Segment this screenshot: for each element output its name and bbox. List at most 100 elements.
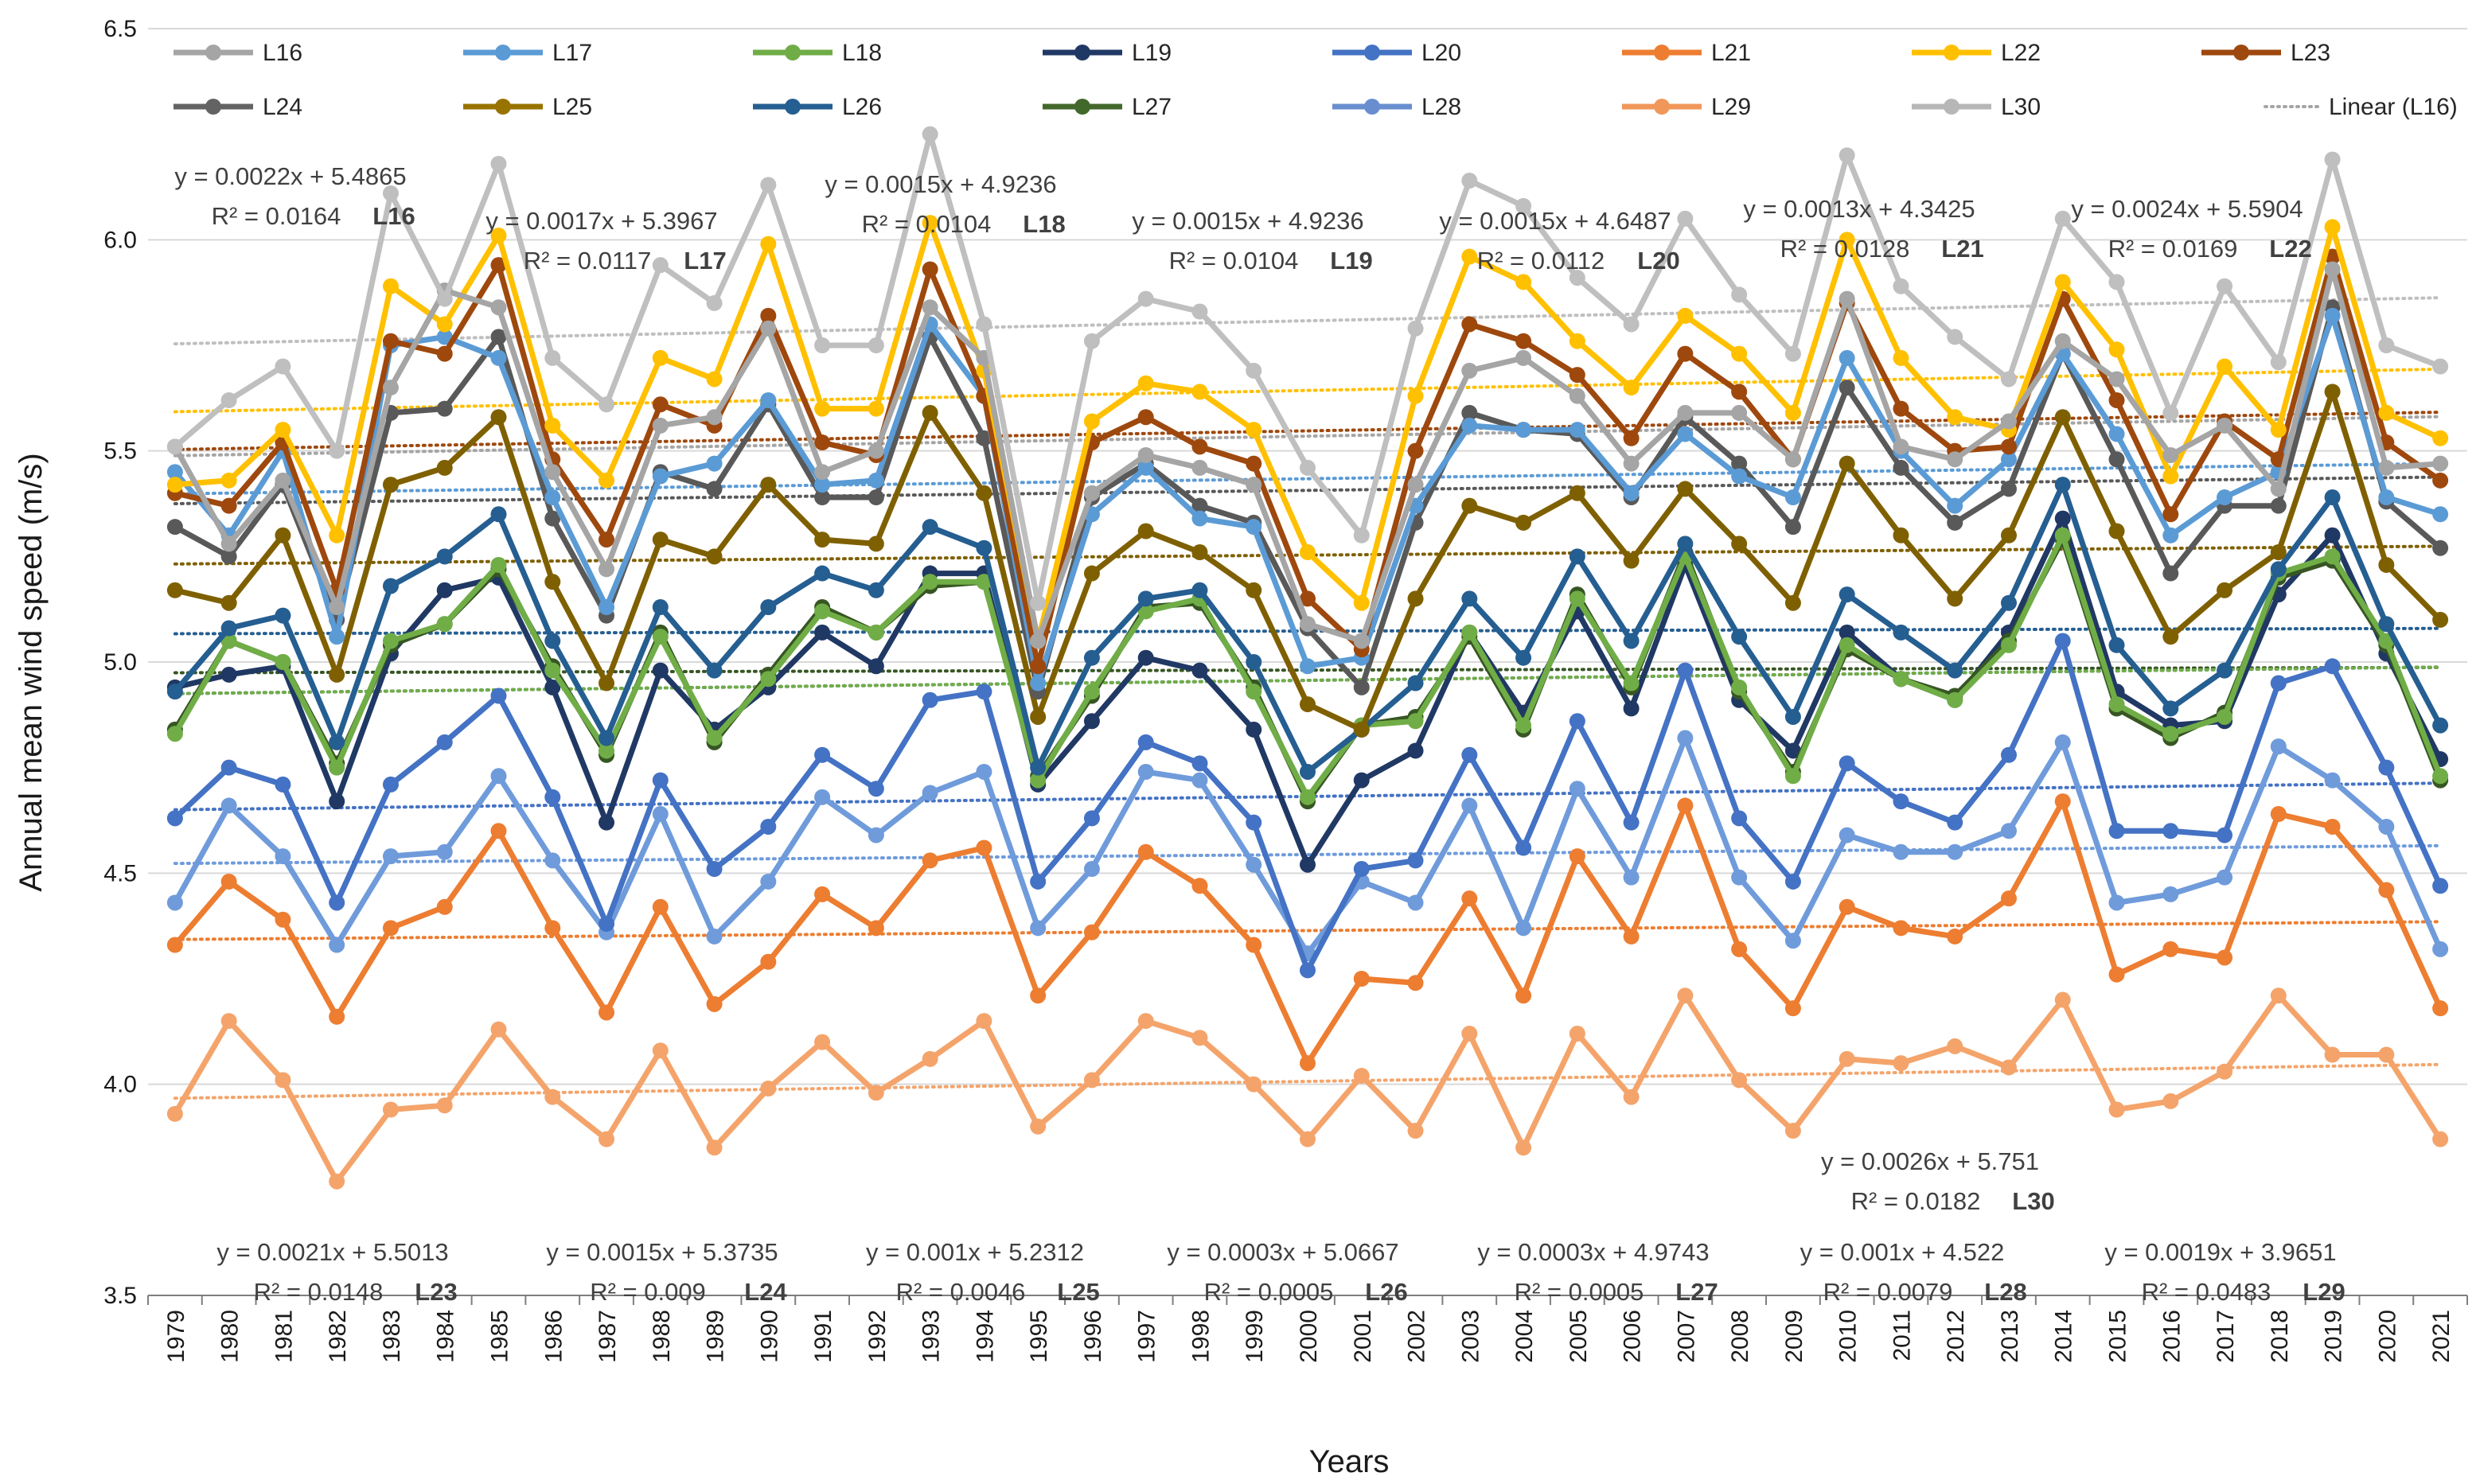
series-l16 [166,261,2449,649]
data-point [1784,768,1801,785]
data-point [1839,455,1855,472]
data-point [544,464,561,481]
trend-series-tag: L22 [2269,235,2311,263]
data-point [922,691,938,708]
legend-label: L25 [552,94,592,120]
data-point [760,873,777,890]
data-point [706,294,723,311]
data-point [2000,746,2017,763]
data-point [1839,349,1855,366]
data-point [166,438,183,455]
data-point [760,320,777,337]
data-point [275,911,291,928]
data-point [2217,869,2233,886]
data-point [1407,894,1424,911]
data-point [599,742,615,759]
data-point [976,1013,992,1030]
data-point [706,409,723,426]
data-point [2270,354,2287,371]
data-point [1784,404,1801,421]
data-point [1030,633,1047,649]
data-point [2000,637,2017,653]
data-point [706,662,723,679]
data-point [706,928,723,945]
data-point [1731,468,1748,485]
data-point [2324,527,2341,543]
data-point [599,472,615,489]
data-point [1137,446,1154,463]
data-point [760,307,777,324]
data-point [814,489,831,506]
data-point [1623,552,1640,569]
trend-series-tag: L19 [1330,247,1372,275]
trend-r-squared: R² = 0.0148 [254,1278,384,1306]
legend-item-l25: L25 [463,94,592,120]
data-point [1893,459,1909,476]
data-point [2000,438,2017,455]
data-point [2270,422,2287,438]
data-point [329,1008,345,1025]
data-point [1515,649,1532,666]
data-point [868,472,884,489]
series-l25 [166,384,2449,738]
trend-annotation-l23: y = 0.0021x + 5.5013 R² = 0.0148 L23 [216,1238,457,1306]
series-lines [166,126,2449,1190]
trend-r-squared: R² = 0.0117 [524,247,652,275]
data-point [544,510,561,527]
data-point [1839,232,1855,248]
x-tick-label: 2003 [1457,1310,1484,1363]
data-point [1191,459,1208,476]
x-tick-label: 1994 [972,1310,998,1363]
data-point [1677,404,1694,421]
data-point [760,477,777,493]
y-axis-title: Annual mean wind speed (m/s) [14,453,49,891]
data-point [2270,987,2287,1004]
legend-item-l17: L17 [463,40,592,66]
data-point [1300,789,1316,805]
legend-item-l21: L21 [1622,40,1751,66]
data-point [1784,873,1801,890]
x-tick-label: 1980 [217,1310,244,1363]
data-point [1246,814,1262,831]
data-point [2378,404,2395,421]
x-tick-label: 1992 [864,1310,891,1363]
data-point [2108,274,2125,290]
x-tick-label: 1982 [325,1310,351,1363]
data-point [2432,941,2449,957]
data-point [706,548,723,565]
data-point [1839,755,1855,772]
data-point [1137,409,1154,426]
data-point [652,396,669,413]
data-point [1137,1013,1154,1030]
x-tick-label: 2015 [2105,1310,2131,1363]
data-point [868,536,884,552]
data-point [436,329,453,345]
data-point [1623,814,1640,831]
data-point [760,1080,777,1096]
data-point [1353,772,1370,789]
data-point [544,633,561,649]
trendline-l23 [173,411,2443,451]
trend-series-tag: L23 [415,1278,457,1306]
data-point [2324,151,2341,168]
data-point [329,734,345,750]
data-point [1461,746,1478,763]
data-point [1677,536,1694,552]
data-point [1947,451,1963,468]
data-point [922,574,938,590]
x-tick-label: 2005 [1566,1310,1592,1363]
legend-label: L28 [1421,94,1461,120]
data-point [2108,391,2125,408]
series-l23 [166,248,2449,675]
data-point [1083,485,1100,501]
data-point [760,818,777,835]
data-point [1461,497,1478,514]
data-point [1569,270,1585,286]
data-point [1839,898,1855,915]
data-point [2054,633,2071,649]
data-point [599,1004,615,1021]
data-point [2162,726,2179,742]
data-point [2324,818,2341,835]
data-point [1623,485,1640,501]
